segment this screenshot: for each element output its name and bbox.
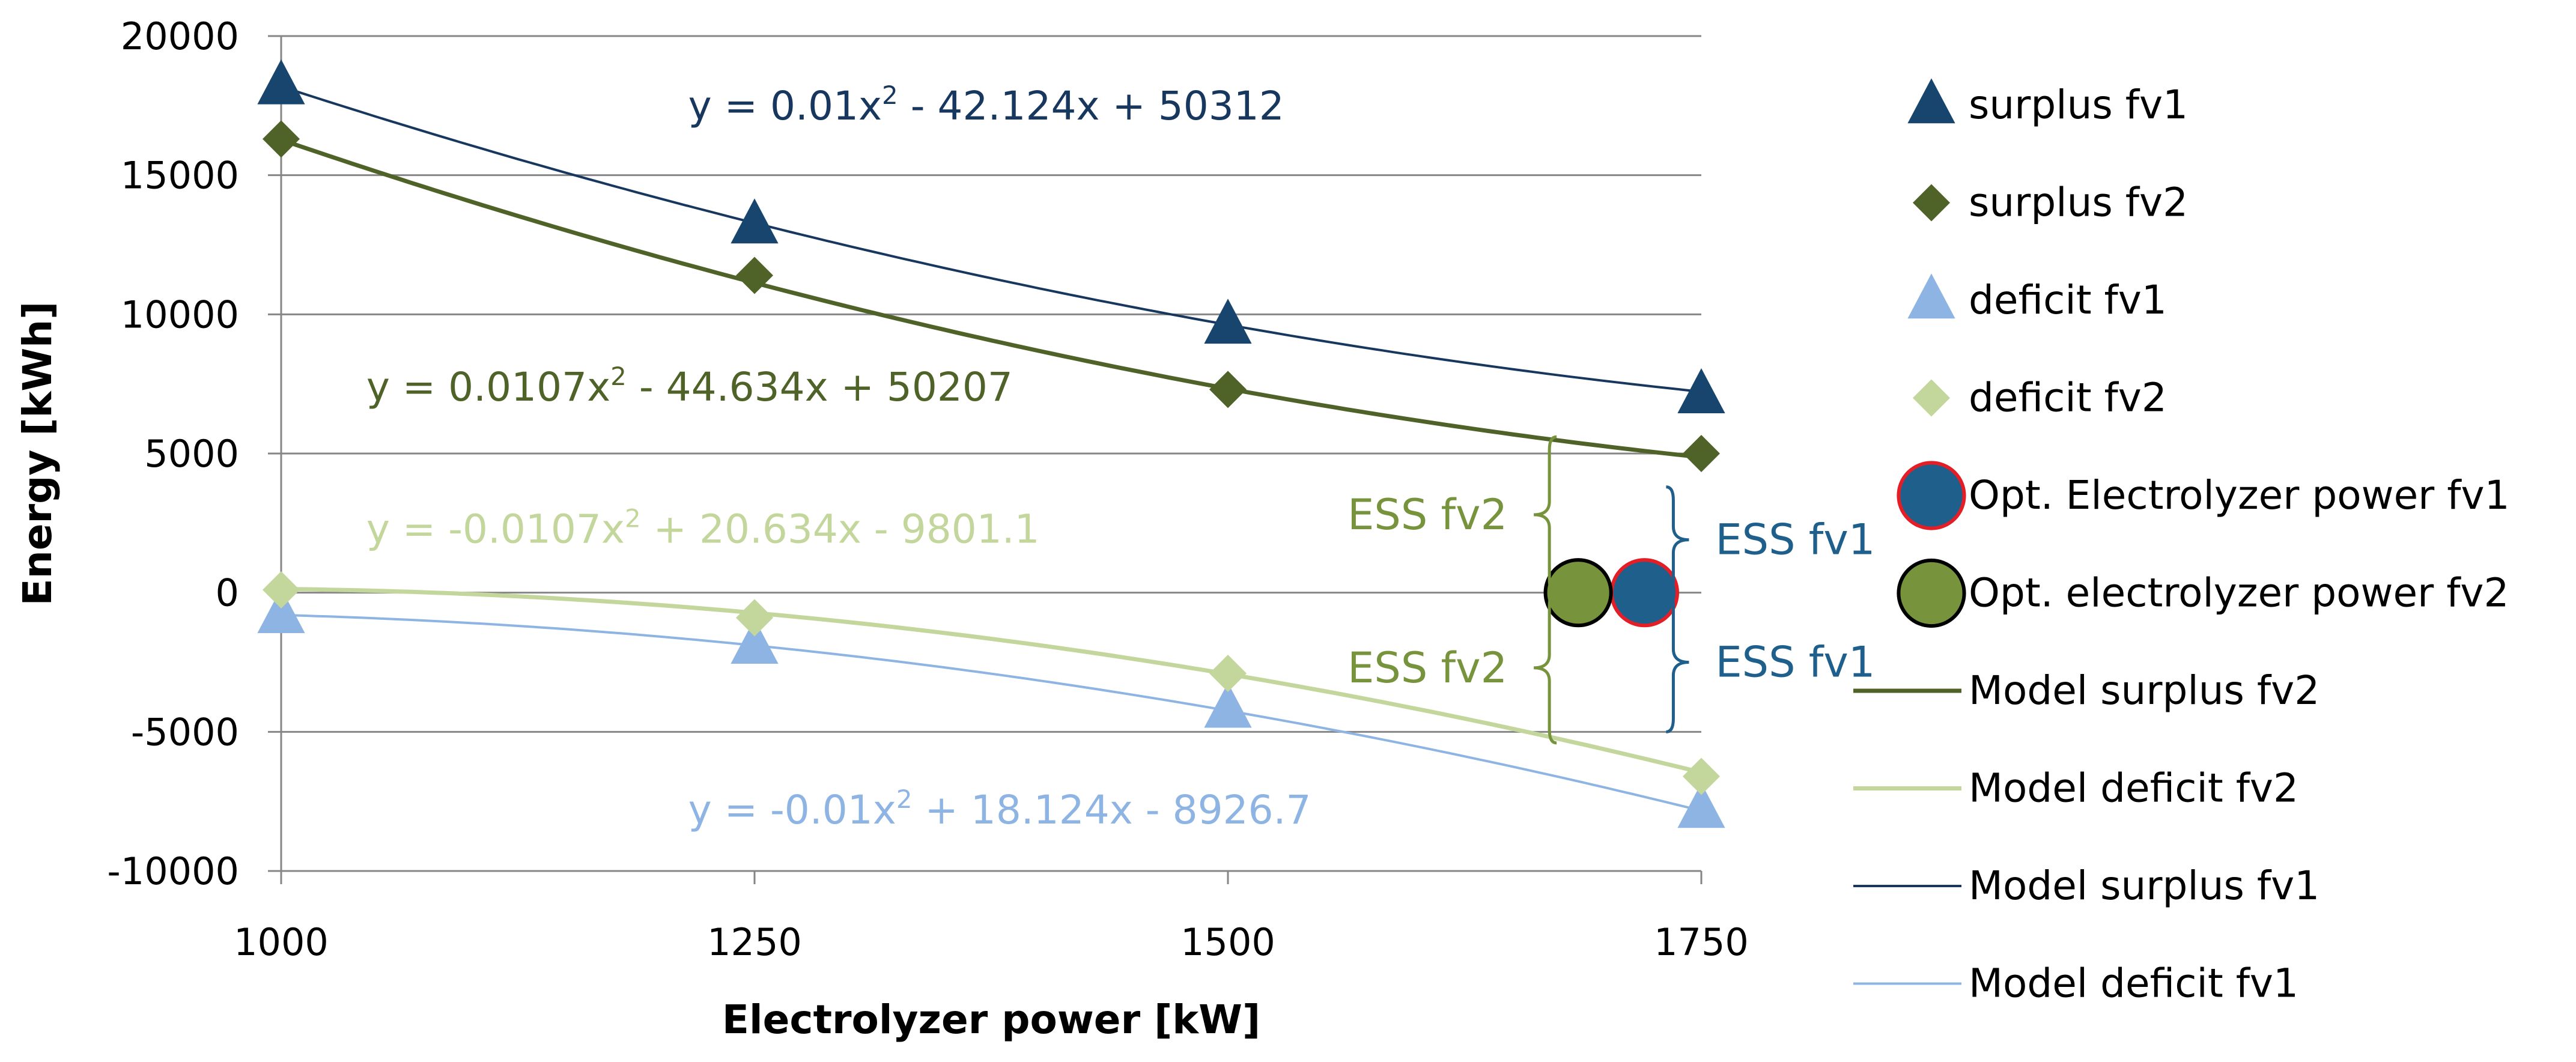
legend-item-opt-fv2: Opt. electrolyzer power fv2 (1897, 558, 2509, 628)
y-tick-label: 10000 (121, 293, 239, 336)
data-markers (257, 59, 1725, 828)
x-tick-label: 1250 (707, 920, 802, 964)
legend-swatch (1907, 78, 1955, 124)
curve-model-surplus-fv2 (280, 138, 1702, 460)
point-deficit-fv1 (731, 619, 779, 664)
ess-brace (1534, 435, 1557, 595)
legend-label: Opt. Electrolyzer power fv1 (1969, 472, 2510, 518)
curve-model-deficit-fv2 (281, 587, 1702, 775)
y-axis-title: Energy [kWh] (14, 302, 61, 606)
curve-model-surplus-fv1 (281, 85, 1702, 393)
point-surplus-fv2 (1209, 371, 1247, 408)
curve-model-deficit-fv1 (281, 613, 1702, 812)
legend-swatch (1907, 273, 1955, 319)
legend-label: deficit fv2 (1969, 375, 2167, 421)
y-tick-label: 15000 (121, 154, 239, 198)
equation-label: y = 0.0107x2 - 44.634x + 50207 (366, 362, 1013, 410)
ess-label: ESS fv1 (1715, 638, 1875, 687)
ess-brace (1534, 591, 1557, 745)
ess-label: ESS fv2 (1347, 643, 1507, 693)
y-tick-label: 20000 (121, 14, 239, 58)
equation-label: y = -0.01x2 + 18.124x - 8926.7 (688, 784, 1311, 833)
point-deficit-fv2 (1209, 655, 1247, 693)
legend-label: Opt. electrolyzer power fv2 (1969, 570, 2509, 616)
axes (268, 35, 1703, 884)
x-tick-label: 1000 (234, 920, 329, 964)
legend-swatch (1913, 379, 1950, 417)
point-surplus-fv1 (257, 59, 305, 105)
point-deficit-fv1 (257, 588, 305, 633)
y-tick-label: 5000 (144, 432, 239, 476)
equation-label: y = -0.0107x2 + 20.634x - 9801.1 (366, 503, 1040, 552)
equation-label: y = 0.01x2 - 42.124x + 50312 (688, 80, 1284, 129)
trendline-equations: y = 0.01x2 - 42.124x + 50312 y = 0.0107x2… (366, 80, 1311, 833)
legend-label: deficit fv1 (1969, 277, 2167, 323)
legend-item-model-surplus-fv2: Model surplus fv2 (1853, 667, 2319, 714)
point-deficit-fv2 (736, 599, 773, 637)
point-deficit-fv2 (263, 571, 300, 609)
legend-item-model-deficit-fv2: Model deficit fv2 (1853, 765, 2298, 812)
model-curves (280, 85, 1702, 812)
x-tick-label: 1750 (1654, 920, 1749, 964)
point-surplus-fv1 (1677, 368, 1725, 413)
point-surplus-fv1 (731, 198, 779, 244)
legend-item-model-deficit-fv1: Model deficit fv1 (1853, 960, 2298, 1007)
legend-swatch (1897, 461, 1966, 530)
point-surplus-fv2 (736, 256, 773, 294)
ess-label: ESS fv2 (1347, 490, 1507, 539)
legend-label: Model deficit fv2 (1969, 765, 2298, 812)
legend-label: surplus fv2 (1969, 180, 2188, 226)
point-surplus-fv2 (1683, 435, 1720, 472)
legend-label: Model deficit fv1 (1969, 960, 2298, 1007)
legend-item-surplus-fv1: surplus fv1 (1907, 78, 2188, 128)
x-tick-label: 1500 (1180, 920, 1275, 964)
legend-item-deficit-fv1: deficit fv1 (1907, 273, 2167, 323)
ess-annotations: ESS fv2 ESS fv2 ESS fv1 ESS fv1 (1347, 435, 1875, 745)
legend-item-model-surplus-fv1: Model surplus fv1 (1853, 863, 2319, 909)
y-tick-label: 0 (216, 571, 239, 615)
y-tick-label: -10000 (107, 849, 239, 893)
point-deficit-fv1 (1677, 783, 1725, 828)
ess-brace (1666, 591, 1689, 733)
y-tick-label: -5000 (131, 710, 239, 754)
legend-label: Model surplus fv1 (1969, 863, 2319, 909)
point-deficit-fv1 (1204, 682, 1252, 728)
legend: surplus fv1 surplus fv2 deficit fv1 deficit… (1853, 78, 2510, 1007)
gridlines (281, 35, 1701, 872)
ess-label: ESS fv1 (1715, 515, 1875, 565)
point-surplus-fv2 (263, 120, 300, 158)
legend-item-deficit-fv2: deficit fv2 (1913, 375, 2167, 421)
legend-swatch (1913, 184, 1950, 222)
point-surplus-fv1 (1204, 299, 1252, 344)
legend-item-opt-fv1: Opt. Electrolyzer power fv1 (1897, 461, 2510, 530)
legend-label: surplus fv1 (1969, 82, 2188, 128)
ess-brace (1666, 485, 1689, 595)
x-axis-title: Electrolyzer power [kW] (722, 997, 1260, 1043)
legend-item-surplus-fv2: surplus fv2 (1913, 180, 2188, 226)
legend-swatch (1897, 558, 1966, 628)
point-deficit-fv2 (1683, 757, 1720, 795)
legend-label: Model surplus fv2 (1969, 667, 2319, 714)
tick-labels: 20000 15000 10000 5000 0 -5000 -10000 1000 1250 1… (107, 14, 1749, 964)
point-opt-fv2 (1543, 558, 1613, 628)
